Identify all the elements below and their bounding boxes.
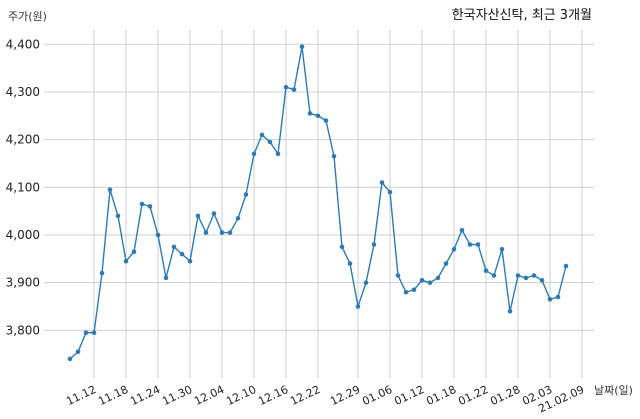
data-point — [83, 330, 89, 336]
data-point — [435, 275, 441, 281]
data-point — [491, 273, 497, 278]
data-point — [179, 251, 185, 257]
data-point — [403, 289, 409, 295]
x-tick-label: 12.22 — [288, 383, 322, 408]
data-point — [539, 278, 545, 283]
data-point — [387, 189, 393, 195]
data-point — [331, 154, 337, 159]
data-point — [115, 213, 121, 219]
x-tick-label: 01.22 — [456, 383, 490, 408]
data-point — [507, 309, 513, 314]
y-tick-label: 3,800 — [6, 323, 40, 337]
data-point — [419, 278, 425, 283]
data-point — [67, 356, 73, 362]
data-point — [211, 211, 217, 216]
data-point — [163, 275, 169, 281]
data-point — [323, 118, 329, 123]
data-point — [355, 304, 361, 309]
data-point — [299, 44, 305, 49]
x-tick-label: 11.18 — [96, 383, 130, 408]
data-point — [379, 180, 385, 185]
x-tick-label: 01.18 — [424, 383, 458, 408]
y-tick-label: 4,200 — [6, 133, 40, 147]
data-point — [339, 244, 345, 250]
x-tick-label: 11.24 — [128, 383, 162, 408]
data-point — [291, 87, 297, 92]
y-tick-label: 4,300 — [6, 85, 40, 99]
data-point — [267, 139, 273, 145]
data-point — [171, 244, 177, 250]
data-point — [99, 270, 105, 276]
data-point — [251, 151, 257, 157]
data-point — [555, 294, 561, 300]
data-point — [371, 242, 377, 247]
data-point — [347, 261, 353, 266]
data-point — [475, 242, 481, 247]
x-tick-label: 12.29 — [328, 383, 362, 408]
y-axis-label: 주가(원) — [8, 10, 47, 23]
data-point — [187, 258, 193, 264]
data-point — [523, 275, 529, 281]
data-point — [227, 230, 233, 235]
data-point — [75, 349, 81, 355]
y-tick-label: 4,400 — [6, 37, 40, 51]
data-point — [107, 187, 113, 192]
x-tick-label: 11.30 — [160, 383, 194, 408]
data-point — [123, 258, 129, 264]
data-point — [315, 113, 321, 119]
data-point — [219, 230, 225, 235]
data-point — [451, 247, 457, 252]
x-tick-label: 11.12 — [64, 383, 98, 408]
data-point — [243, 192, 249, 197]
data-point — [235, 216, 241, 221]
data-point — [443, 261, 449, 266]
data-point — [411, 287, 417, 293]
y-tick-label: 4,000 — [6, 228, 40, 242]
data-point — [363, 280, 369, 286]
x-tick-label: 12.16 — [256, 383, 290, 408]
data-point — [467, 242, 473, 247]
x-axis-label: 날짜(일) — [594, 383, 633, 397]
data-point — [203, 230, 209, 235]
data-point — [283, 84, 289, 90]
y-tick-label: 3,900 — [6, 276, 40, 290]
data-point — [147, 204, 153, 209]
data-point — [563, 263, 569, 269]
x-tick-label: 01.06 — [360, 383, 394, 408]
data-point — [499, 247, 505, 252]
data-point — [483, 268, 489, 274]
chart-series — [67, 44, 569, 362]
data-point — [259, 132, 265, 138]
x-tick-label: 01.12 — [392, 383, 426, 408]
x-tick-label: 01.28 — [488, 383, 522, 408]
data-point — [155, 232, 161, 238]
data-point — [195, 213, 201, 219]
data-point — [427, 280, 433, 286]
chart-grid — [44, 30, 594, 378]
data-point — [307, 111, 313, 116]
data-point — [275, 151, 281, 157]
data-point — [395, 273, 401, 278]
data-point — [91, 330, 97, 336]
data-point — [139, 201, 145, 207]
data-point — [131, 249, 137, 254]
data-point — [459, 227, 465, 233]
x-tick-label: 12.10 — [224, 383, 258, 408]
chart-axes: 3,800 3,900 4,000 4,100 4,200 4,300 4,400 11.12… — [6, 37, 587, 415]
data-point — [531, 273, 537, 278]
chart-title: 한국자산신탁, 최근 3개월 — [452, 8, 592, 23]
data-point — [515, 273, 521, 278]
x-tick-label: 12.04 — [192, 383, 226, 408]
data-point — [547, 297, 553, 302]
y-tick-label: 4,100 — [6, 180, 40, 194]
